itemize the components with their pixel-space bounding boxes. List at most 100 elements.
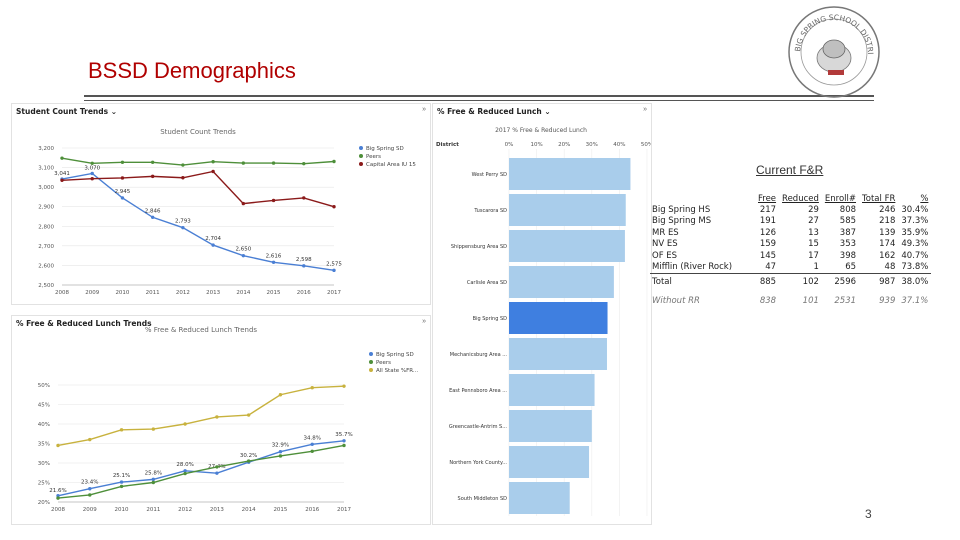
category-label: Shippensburg Area SD	[451, 244, 507, 250]
legend-label: Peers	[376, 360, 391, 366]
lunch-bars-header[interactable]: % Free & Reduced Lunch ⌄	[437, 107, 551, 116]
data-point	[302, 264, 306, 268]
data-label: 2,704	[205, 236, 221, 242]
expand-icon[interactable]: »	[422, 318, 426, 325]
student-count-header[interactable]: Student Count Trends ⌄	[16, 107, 118, 116]
fr-table-title: Current F&R	[756, 163, 824, 177]
table-cell: 162	[879, 250, 896, 261]
table-cell: Big Spring MS	[652, 216, 712, 227]
category-label: West Perry SD	[472, 172, 508, 178]
axis-label: District	[436, 142, 459, 148]
data-point	[183, 422, 187, 426]
y-tick-label: 3,100	[38, 166, 54, 172]
data-label: 2,598	[296, 257, 312, 263]
series-line	[61, 170, 335, 208]
legend-label: All State %FR...	[376, 368, 418, 374]
data-label: 25.8%	[145, 470, 162, 476]
table-cell: 808	[839, 204, 857, 215]
y-tick-label: 3,000	[38, 185, 54, 191]
data-point	[278, 393, 283, 397]
legend-marker	[369, 368, 373, 372]
x-tick-label: 50%	[641, 142, 651, 148]
table-row: OF ES 145 17 398 162 40.7%	[650, 250, 931, 262]
category-label: Mechanicsburg Area ...	[450, 352, 508, 358]
legend-marker	[359, 162, 363, 166]
category-label: Big Spring SD	[473, 316, 507, 322]
chevron-down-icon[interactable]: ⌄	[110, 107, 118, 116]
page-number: 3	[865, 507, 872, 521]
data-point	[332, 205, 336, 209]
data-label: 2,575	[326, 261, 342, 267]
data-point	[302, 196, 306, 200]
fr-table-header: Free Reduced Enroll# Total FR%	[650, 193, 931, 204]
data-point	[56, 494, 60, 498]
series-line	[61, 157, 335, 166]
data-point	[88, 437, 92, 442]
data-point	[119, 428, 124, 432]
data-point	[60, 156, 64, 160]
bar	[509, 410, 592, 442]
x-tick-label: 2008	[51, 507, 65, 513]
series-line	[57, 440, 345, 497]
bar	[509, 338, 607, 370]
data-point	[56, 496, 60, 500]
legend-marker	[359, 154, 363, 158]
y-tick-label: 20%	[38, 500, 50, 506]
table-cell: 73.8%	[901, 262, 929, 273]
data-point	[120, 176, 125, 180]
lunch-trends-header[interactable]: % Free & Reduced Lunch Trends	[16, 319, 152, 328]
data-label: 2,945	[115, 189, 131, 195]
table-cell: OF ES	[652, 250, 678, 261]
data-label: 2,793	[175, 219, 191, 225]
x-tick-label: 30%	[586, 142, 598, 148]
table-cell: 174	[879, 239, 896, 250]
data-point	[183, 471, 187, 476]
data-point	[90, 161, 94, 165]
data-point	[88, 487, 92, 491]
chart-title: Student Count Trends	[160, 128, 236, 136]
data-point	[211, 243, 215, 247]
table-row: Mifflin (River Rock) 47 1 65 48 73.8%	[650, 262, 931, 274]
table-row: Big Spring HS 217 29 808 246 30.4%	[650, 204, 931, 216]
expand-icon[interactable]: »	[422, 106, 426, 113]
series-line	[57, 444, 345, 499]
y-tick-label: 3,200	[38, 146, 54, 152]
table-cell: Mifflin (River Rock)	[652, 262, 733, 273]
data-point	[150, 215, 155, 219]
y-tick-label: 25%	[38, 481, 50, 487]
data-point	[88, 493, 92, 497]
x-tick-label: 2009	[83, 507, 97, 513]
y-tick-label: 40%	[38, 422, 50, 428]
data-label: 30.2%	[240, 453, 257, 459]
data-label: 2,650	[235, 247, 251, 253]
y-tick-label: 2,800	[38, 224, 54, 230]
lunch-bars-chart: 2017 % Free & Reduced Lunch District 0% 10%…	[436, 127, 653, 516]
legend-label: Big Spring SD	[376, 352, 414, 358]
table-cell: 398	[839, 250, 857, 261]
table-row: Big Spring MS 191 27 585 218 37.3%	[650, 216, 931, 228]
data-label: 23.4%	[81, 480, 98, 486]
table-cell: 35.9%	[901, 227, 929, 238]
y-tick-label: 35%	[38, 442, 50, 448]
bar	[509, 158, 631, 190]
table-row: Total 885 102 2596 987 38.0%	[650, 273, 932, 288]
chevron-down-icon[interactable]: ⌄	[544, 107, 551, 116]
x-tick-label: 10%	[530, 142, 542, 148]
data-label: 21.6%	[49, 488, 66, 494]
chart-title: 2017 % Free & Reduced Lunch	[495, 127, 587, 134]
bar	[509, 482, 570, 514]
table-cell: 48	[884, 262, 896, 273]
y-tick-label: 2,600	[38, 263, 54, 269]
fr-table: Free Reduced Enroll# Total FR% Big Spring H…	[650, 193, 932, 307]
x-tick-label: 2010	[115, 290, 129, 296]
legend-marker	[359, 146, 363, 150]
data-label: 3,070	[84, 165, 100, 171]
data-point	[215, 471, 219, 475]
data-point	[278, 449, 283, 454]
expand-icon[interactable]: »	[643, 106, 647, 113]
table-cell: Total	[650, 273, 755, 288]
table-cell: 38.0%	[898, 273, 932, 288]
data-label: 34.8%	[303, 435, 320, 441]
table-cell: 49.3%	[901, 239, 929, 250]
title-rule-top	[84, 95, 874, 97]
